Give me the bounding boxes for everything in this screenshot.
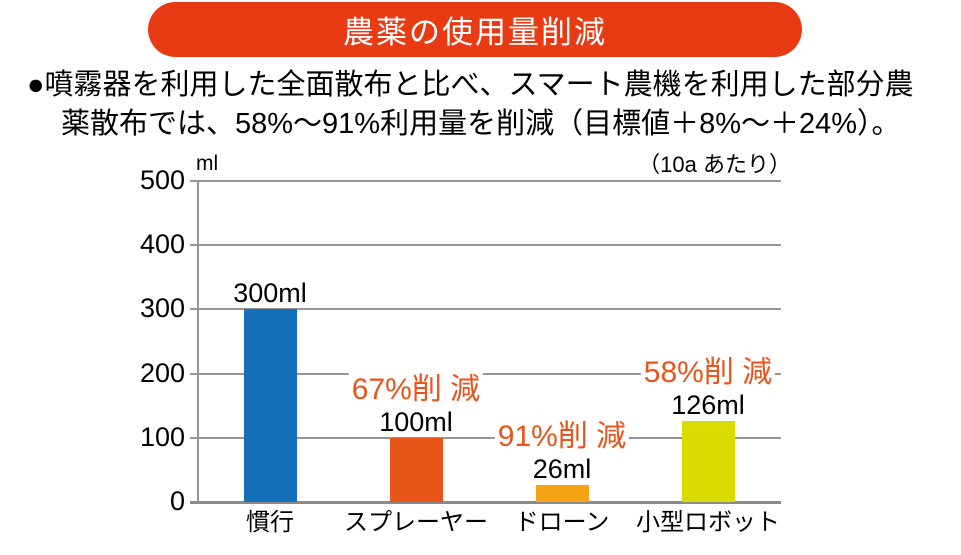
- x-category-label: 慣行: [246, 509, 294, 536]
- reduction-label: 67%削 減: [348, 372, 484, 407]
- description-line-1: ●噴霧器を利用した全面散布と比べ、スマート農機を利用した部分農: [27, 69, 914, 101]
- x-category-label: ドローン: [514, 509, 610, 536]
- title-banner: 農薬の使用量削減: [148, 2, 802, 57]
- x-category-label: 小型ロボット: [636, 509, 780, 536]
- bar-4: [681, 421, 735, 502]
- bar-value-label: 26ml: [528, 454, 596, 485]
- bar-1: [243, 309, 297, 502]
- y-tick-label: 500: [139, 165, 185, 195]
- bar-value-label: 100ml: [375, 406, 457, 437]
- description-text: ●噴霧器を利用した全面散布と比べ、スマート農機を利用した部分農 薬散布では、58…: [27, 66, 957, 144]
- x-category-label: スプレーヤー: [344, 509, 488, 536]
- y-tick-label: 300: [139, 293, 185, 324]
- gridline: [190, 372, 781, 375]
- gridline: [190, 244, 781, 247]
- reduction-label: 91%削 減: [494, 420, 630, 455]
- gridline: [190, 308, 781, 311]
- gridline: [190, 436, 781, 439]
- page-title: 農薬の使用量削減: [343, 15, 607, 50]
- y-tick-label: 100: [139, 421, 185, 452]
- bar-3: [535, 485, 589, 502]
- bar-value-label: 300ml: [229, 278, 311, 309]
- description-line-2: 薬散布では、58%〜91%利用量を削減（目標値＋8%〜＋24%）。: [61, 108, 901, 140]
- bar-2: [389, 437, 443, 502]
- gridline: [190, 180, 781, 182]
- y-axis-line: [197, 181, 199, 502]
- y-tick-label: 0: [169, 486, 185, 516]
- bar-value-label: 126ml: [667, 390, 749, 421]
- per-area-note: （10a あたり）: [638, 152, 791, 177]
- y-tick-label: 400: [139, 229, 185, 260]
- y-axis-unit-label: ml: [196, 152, 219, 175]
- reduction-label: 58%削 減: [640, 356, 776, 391]
- y-tick-label: 200: [139, 357, 185, 388]
- x-axis-line: [190, 500, 781, 504]
